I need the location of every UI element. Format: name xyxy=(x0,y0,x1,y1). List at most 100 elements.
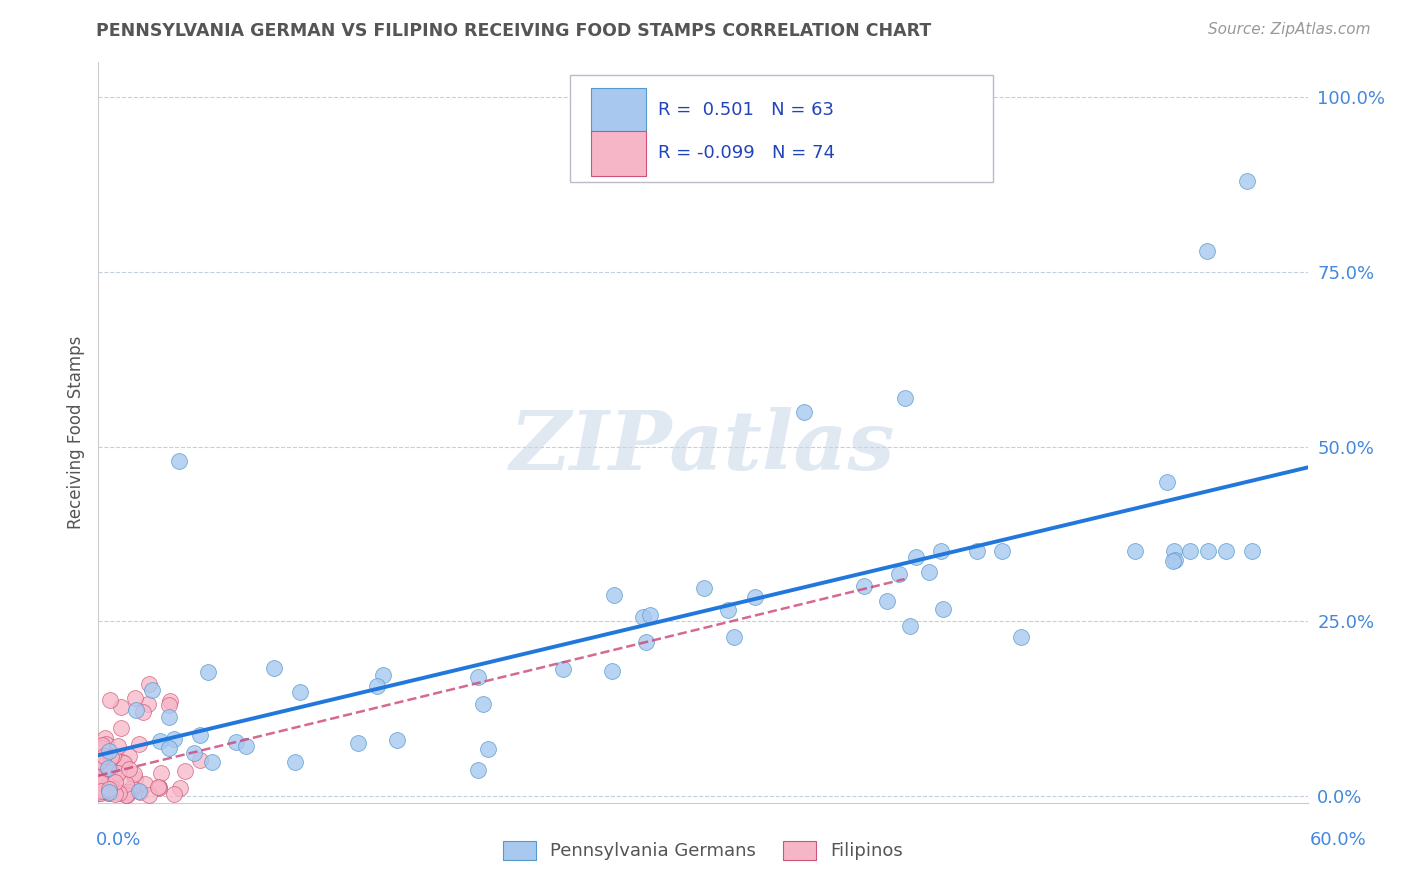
Y-axis label: Receiving Food Stamps: Receiving Food Stamps xyxy=(66,336,84,529)
Point xyxy=(201,755,224,769)
Point xyxy=(124,691,146,706)
Point xyxy=(97,758,120,772)
Point xyxy=(94,783,117,797)
Point xyxy=(98,763,121,777)
Point xyxy=(91,741,114,756)
Point xyxy=(115,777,138,791)
Point xyxy=(634,634,657,648)
Point xyxy=(893,391,915,405)
Point xyxy=(553,662,575,676)
Point xyxy=(90,787,112,801)
Point xyxy=(235,739,257,753)
Point xyxy=(1156,475,1178,489)
Point xyxy=(103,782,125,797)
FancyBboxPatch shape xyxy=(591,87,647,133)
FancyBboxPatch shape xyxy=(569,75,993,182)
Point xyxy=(101,765,124,780)
Point xyxy=(110,699,132,714)
Point xyxy=(929,544,952,558)
Point xyxy=(124,772,146,786)
Point xyxy=(112,756,135,771)
Point xyxy=(148,780,170,795)
Point xyxy=(134,777,156,791)
Point xyxy=(94,781,117,796)
Point xyxy=(124,781,146,796)
Point xyxy=(744,590,766,604)
Point xyxy=(87,750,110,764)
Point xyxy=(197,665,219,679)
Text: Source: ZipAtlas.com: Source: ZipAtlas.com xyxy=(1208,22,1371,37)
Point xyxy=(96,780,118,794)
Point xyxy=(966,544,988,558)
Point xyxy=(98,781,121,796)
Point xyxy=(110,721,132,735)
Point xyxy=(183,746,205,760)
Point xyxy=(129,785,152,799)
Point xyxy=(138,697,160,711)
Point xyxy=(111,756,134,770)
Point xyxy=(121,781,143,796)
Point xyxy=(107,786,129,800)
Text: 60.0%: 60.0% xyxy=(1310,831,1367,849)
Point xyxy=(115,784,138,798)
Point xyxy=(94,783,117,797)
Text: ZIPatlas: ZIPatlas xyxy=(510,408,896,487)
Text: R = -0.099   N = 74: R = -0.099 N = 74 xyxy=(658,144,835,161)
Point xyxy=(146,780,169,794)
Point xyxy=(117,762,139,776)
Point xyxy=(477,741,499,756)
Point xyxy=(793,405,815,419)
Point xyxy=(1236,174,1258,188)
Point xyxy=(148,780,170,794)
Point xyxy=(149,734,172,748)
Text: PENNSYLVANIA GERMAN VS FILIPINO RECEIVING FOOD STAMPS CORRELATION CHART: PENNSYLVANIA GERMAN VS FILIPINO RECEIVIN… xyxy=(96,22,931,40)
Point xyxy=(1197,544,1219,558)
Point xyxy=(97,785,120,799)
Point xyxy=(107,739,129,754)
Point xyxy=(1195,244,1218,258)
Point xyxy=(118,748,141,763)
Point xyxy=(89,766,111,780)
Point xyxy=(87,786,110,800)
Point xyxy=(91,738,114,752)
Point xyxy=(600,664,623,678)
Point xyxy=(117,785,139,799)
Legend: Pennsylvania Germans, Filipinos: Pennsylvania Germans, Filipinos xyxy=(503,841,903,861)
Point xyxy=(467,670,489,684)
Point xyxy=(631,610,654,624)
Point xyxy=(122,767,145,781)
Point xyxy=(98,786,121,800)
Point xyxy=(373,668,395,682)
Point xyxy=(853,579,876,593)
Point xyxy=(104,787,127,801)
Point xyxy=(693,581,716,595)
Point xyxy=(472,697,495,711)
Point xyxy=(163,731,186,746)
Point xyxy=(125,702,148,716)
Point xyxy=(97,781,120,796)
Point xyxy=(94,737,117,751)
Point xyxy=(94,784,117,798)
Point xyxy=(1123,544,1146,558)
Point xyxy=(467,763,489,777)
Point xyxy=(1010,630,1032,644)
Point xyxy=(87,780,110,794)
Point xyxy=(115,789,138,803)
Point xyxy=(98,693,121,707)
Point xyxy=(128,784,150,798)
Point xyxy=(1164,552,1187,566)
Point xyxy=(1241,544,1264,558)
Point xyxy=(94,758,117,772)
Point xyxy=(723,630,745,644)
Point xyxy=(159,694,181,708)
Point xyxy=(385,732,408,747)
Point xyxy=(93,749,115,764)
Point xyxy=(104,774,127,789)
Point xyxy=(96,783,118,797)
Point xyxy=(169,781,191,796)
Point xyxy=(225,735,247,749)
Point xyxy=(138,677,160,691)
Point xyxy=(1161,554,1184,568)
Point xyxy=(263,661,285,675)
Point xyxy=(163,787,186,801)
